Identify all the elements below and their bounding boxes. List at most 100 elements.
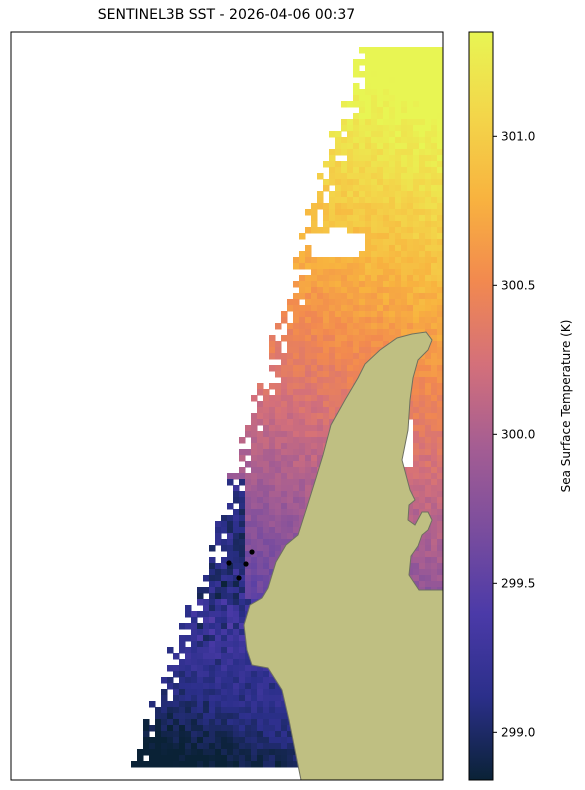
sst-pixel: [203, 647, 210, 654]
sst-pixel: [419, 263, 426, 270]
sst-pixel: [233, 677, 240, 684]
sst-pixel: [287, 437, 294, 444]
sst-pixel: [269, 569, 276, 576]
sst-pixel: [335, 371, 342, 378]
sst-pixel: [395, 191, 402, 198]
sst-pixel: [263, 419, 270, 426]
sst-pixel: [341, 377, 348, 384]
sst-pixel: [407, 233, 414, 240]
sst-pixel: [221, 611, 228, 618]
sst-pixel: [395, 269, 402, 276]
sst-pixel: [413, 197, 420, 204]
sst-pixel: [173, 731, 180, 738]
sst-pixel: [287, 407, 294, 414]
sst-pixel: [359, 341, 366, 348]
sst-pixel: [377, 137, 384, 144]
sst-pixel: [155, 743, 162, 750]
sst-pixel: [425, 215, 432, 222]
sst-pixel: [437, 83, 443, 90]
sst-pixel: [341, 371, 348, 378]
sst-pixel: [365, 263, 372, 270]
sst-pixel: [329, 305, 336, 312]
sst-pixel: [293, 455, 300, 462]
sst-pixel: [353, 119, 360, 126]
sst-pixel: [257, 707, 264, 714]
sst-pixel: [413, 167, 420, 174]
sst-pixel: [251, 419, 258, 426]
sst-pixel: [377, 245, 384, 252]
sst-pixel: [437, 185, 443, 192]
sst-pixel: [437, 269, 443, 276]
sst-pixel: [257, 749, 264, 756]
sst-pixel: [209, 701, 216, 708]
sst-pixel: [431, 251, 438, 258]
sst-pixel: [269, 743, 276, 750]
sst-pixel: [287, 497, 294, 504]
sst-pixel: [413, 53, 420, 60]
sst-pixel: [341, 365, 348, 372]
sst-pixel: [215, 707, 222, 714]
sst-pixel: [305, 401, 312, 408]
sst-pixel: [185, 635, 192, 642]
sst-pixel: [383, 167, 390, 174]
sst-pixel: [425, 407, 432, 414]
sst-pixel: [371, 47, 378, 54]
sst-pixel: [293, 329, 300, 336]
sst-pixel: [371, 317, 378, 324]
sst-pixel: [275, 527, 282, 534]
sst-pixel: [383, 119, 390, 126]
sst-pixel: [227, 545, 234, 552]
sst-pixel: [191, 611, 198, 618]
sst-pixel: [305, 455, 312, 462]
sst-pixel: [323, 203, 330, 210]
sst-pixel: [149, 737, 156, 744]
sst-pixel: [377, 131, 384, 138]
sst-pixel: [395, 281, 402, 288]
sst-pixel: [263, 569, 270, 576]
sst-pixel: [257, 737, 264, 744]
sst-pixel: [389, 137, 396, 144]
sst-pixel: [419, 65, 426, 72]
sst-pixel: [425, 59, 432, 66]
sst-pixel: [389, 317, 396, 324]
sst-pixel: [233, 497, 240, 504]
sst-pixel: [167, 707, 174, 714]
sst-pixel: [305, 245, 312, 252]
sst-pixel: [395, 89, 402, 96]
sst-pixel: [371, 173, 378, 180]
sst-pixel: [425, 173, 432, 180]
sst-pixel: [191, 707, 198, 714]
sst-pixel: [233, 473, 240, 480]
sst-pixel: [437, 59, 443, 66]
sst-pixel: [233, 629, 240, 636]
sst-pixel: [365, 299, 372, 306]
sst-pixel: [353, 347, 360, 354]
sst-pixel: [227, 695, 234, 702]
sst-pixel: [437, 209, 443, 216]
sst-pixel: [245, 683, 252, 690]
sst-pixel: [275, 551, 282, 558]
sst-pixel: [413, 281, 420, 288]
sst-pixel: [437, 377, 443, 384]
sst-pixel: [197, 599, 204, 606]
sst-pixel: [413, 257, 420, 264]
sst-pixel: [275, 725, 282, 732]
sst-pixel: [143, 725, 150, 732]
sst-pixel: [413, 383, 420, 390]
sst-pixel: [353, 221, 360, 228]
sst-pixel: [419, 203, 426, 210]
sst-pixel: [245, 557, 252, 564]
sst-pixel: [299, 335, 306, 342]
sst-pixel: [413, 245, 420, 252]
sst-pixel: [419, 581, 426, 588]
sst-pixel: [233, 737, 240, 744]
sst-pixel: [233, 575, 240, 582]
sst-pixel: [431, 137, 438, 144]
sst-pixel: [215, 575, 222, 582]
sst-pixel: [419, 269, 426, 276]
sst-pixel: [371, 209, 378, 216]
sst-pixel: [419, 125, 426, 132]
sst-pixel: [179, 623, 186, 630]
sst-pixel: [203, 605, 210, 612]
sst-pixel: [365, 179, 372, 186]
